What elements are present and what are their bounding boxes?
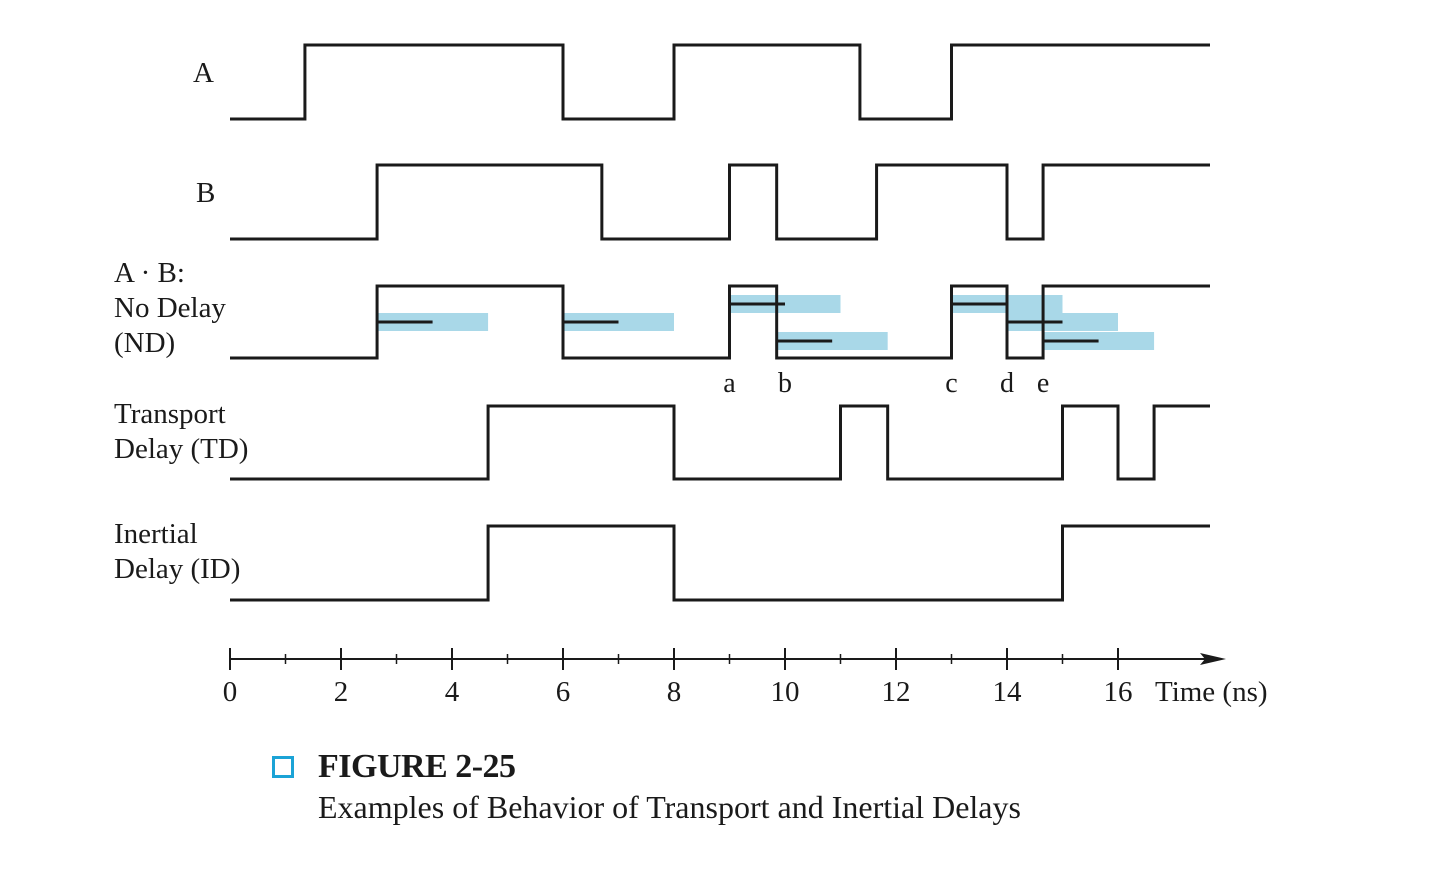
figure-title: FIGURE 2-25 xyxy=(318,748,516,785)
waveform-nd xyxy=(230,284,1210,360)
time-axis-arrow-icon xyxy=(1200,653,1226,665)
waveform-id xyxy=(230,524,1210,602)
signal-label-id: Inertial Delay (ID) xyxy=(114,517,240,587)
timing-diagram: a b c d e 0 2 4 6 8 10 12 14 16 Time (ns) xyxy=(223,43,1268,708)
signal-label-td-line1: Transport xyxy=(114,398,226,430)
tick-label-14: 14 xyxy=(993,676,1023,708)
signal-label-b: B xyxy=(196,177,216,209)
event-label-e: e xyxy=(1037,368,1049,399)
signal-label-id-line2: Delay (ID) xyxy=(114,553,241,585)
event-label-a: a xyxy=(723,368,736,399)
signal-label-nd-line1: A · B: xyxy=(114,257,185,289)
signal-label-nd-line3: (ND) xyxy=(114,327,176,359)
tick-label-8: 8 xyxy=(667,676,682,708)
tick-label-16: 16 xyxy=(1104,676,1133,708)
waveform-td xyxy=(230,404,1210,481)
signal-label-td-line2: Delay (TD) xyxy=(114,433,249,465)
tick-label-0: 0 xyxy=(223,676,238,708)
signal-label-td: Transport Delay (TD) xyxy=(114,397,248,467)
caption-square-icon xyxy=(272,756,294,778)
time-axis-label: Time (ns) xyxy=(1155,676,1268,708)
tick-label-12: 12 xyxy=(882,676,911,708)
waveform-b xyxy=(230,163,1210,241)
event-label-b: b xyxy=(778,368,792,399)
event-label-d: d xyxy=(1000,368,1014,399)
signal-label-nd: A · B: No Delay (ND) xyxy=(114,256,226,361)
signal-label-a: A xyxy=(193,57,214,89)
event-label-c: c xyxy=(945,368,957,399)
tick-label-6: 6 xyxy=(556,676,571,708)
signal-label-nd-line2: No Delay xyxy=(114,292,226,324)
waveform-a xyxy=(230,43,1210,121)
figure-caption: Examples of Behavior of Transport and In… xyxy=(318,789,1021,825)
signal-label-id-line1: Inertial xyxy=(114,518,198,550)
tick-label-4: 4 xyxy=(445,676,460,708)
tick-label-2: 2 xyxy=(334,676,349,708)
tick-label-10: 10 xyxy=(771,676,800,708)
